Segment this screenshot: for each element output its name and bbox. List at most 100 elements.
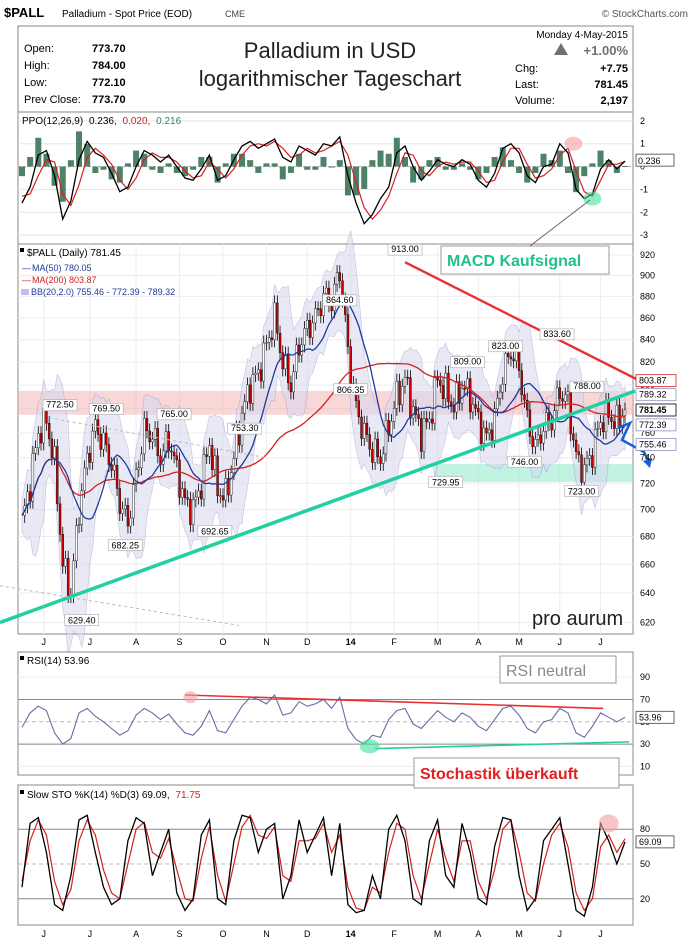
ppo-histogram-bar <box>581 166 588 177</box>
stoch-xtick-label: A <box>133 929 139 939</box>
candle-body <box>458 381 461 404</box>
low-label: Low: <box>24 77 47 89</box>
candle-body <box>420 418 423 452</box>
right-value-label: 803.87 <box>639 376 667 386</box>
stoch-tick-label: 20 <box>640 894 650 904</box>
ppo-last-box <box>635 153 675 167</box>
candle-body <box>85 453 89 469</box>
ppo-peak-highlight <box>564 136 583 151</box>
candle-body <box>91 430 94 463</box>
candle-body <box>422 418 426 452</box>
ma50-legend: —MA(50) 780.05 <box>22 263 92 273</box>
candle-body <box>534 439 537 447</box>
right-value-label: 789.32 <box>639 390 667 400</box>
candle-body <box>257 369 260 374</box>
ppo-histogram-bar <box>133 150 140 167</box>
up-arrow-icon <box>554 43 568 55</box>
candle-body <box>564 394 567 402</box>
candle-body <box>346 314 350 347</box>
ppo-histogram-bar <box>467 166 474 170</box>
stoch-annotation-box <box>413 757 620 789</box>
trough-label: 682.25 <box>111 540 139 550</box>
candle-body <box>219 495 222 497</box>
candle-body <box>308 320 312 338</box>
candle-body <box>77 524 81 526</box>
ppo-tick-label: -3 <box>640 230 648 240</box>
high-value: 784.00 <box>92 60 126 72</box>
price-tick-label: 620 <box>640 617 655 627</box>
ma200-legend: —MA(200) 803.87 <box>22 275 97 285</box>
ppo-histogram-bar <box>35 137 42 167</box>
candle-body <box>262 342 265 382</box>
candle-body <box>398 380 401 405</box>
stoch-xtick-label: M <box>434 929 442 939</box>
stoch-xtick-label: J <box>558 929 563 939</box>
candle-body <box>542 431 545 444</box>
ppo-histogram-bar <box>304 166 311 170</box>
ppo-histogram-bar <box>100 166 107 170</box>
candle-body <box>512 358 515 362</box>
right-value-box <box>635 438 677 451</box>
candle-body <box>153 428 157 440</box>
candle-body <box>498 391 502 399</box>
trough-label-box <box>564 485 599 497</box>
peak-label-box <box>227 422 263 435</box>
candle-body <box>406 376 409 379</box>
stoch-xtick-label: O <box>219 929 226 939</box>
candle-body <box>205 454 208 457</box>
stoch-xtick-label: J <box>41 929 46 939</box>
chart-header: $PALL Palladium - Spot Price (EOD) CME ©… <box>4 5 688 20</box>
candle-body <box>504 353 507 385</box>
price-xtick-label: J <box>88 637 93 647</box>
price-xtick-label: O <box>219 637 226 647</box>
projection-arrow-head <box>643 458 652 468</box>
candle-body <box>417 414 420 419</box>
peak-label-box <box>387 243 423 256</box>
candle-body <box>113 464 116 471</box>
stoch-xtick-label: J <box>598 929 603 939</box>
date: Monday 4-May-2015 <box>536 30 628 41</box>
candle-body <box>284 353 287 370</box>
price-panel: 772.50 769.50 765.00 753.30 864.60 913.00 809.… <box>0 199 677 656</box>
green-uptrend-line <box>0 389 636 625</box>
ppo-histogram-bar <box>450 166 457 170</box>
trough-label: 806.35 <box>337 385 365 395</box>
candle-body <box>314 308 317 324</box>
candle-body <box>572 433 575 441</box>
peak-label-box <box>539 328 575 341</box>
candle-body <box>292 371 295 393</box>
stoch-xtick-label: F <box>391 929 397 939</box>
price-tick-label: 820 <box>640 357 655 367</box>
ppo-histogram-bar <box>491 156 498 167</box>
peak-label: 864.60 <box>326 295 354 305</box>
price-tick-label: 900 <box>640 271 655 281</box>
candle-body <box>349 346 352 384</box>
candle-body <box>487 429 491 434</box>
stoch-xtick-label: A <box>475 929 481 939</box>
candle-body <box>213 455 217 470</box>
ppo-histogram-bar <box>361 166 368 189</box>
ppo-histogram-bar <box>516 166 523 173</box>
candle-body <box>265 342 268 344</box>
price-xtick-label: A <box>133 637 139 647</box>
candle-body <box>574 439 578 452</box>
ppo-line <box>21 135 626 225</box>
ppo-histogram-bar <box>369 160 376 167</box>
candle-body <box>430 418 434 424</box>
ppo-histogram-bar <box>312 166 319 170</box>
candle-body <box>194 496 198 501</box>
price-xtick-label: M <box>434 637 442 647</box>
stoch-xtick-label: N <box>263 929 270 939</box>
candle-body <box>132 484 135 519</box>
ppo-histogram-bar <box>320 156 327 167</box>
stoch-xtick-label: M <box>515 929 523 939</box>
candle-body <box>47 423 51 440</box>
ppo-histogram-bar <box>263 163 270 167</box>
candle-body <box>289 382 293 393</box>
ppo-histogram-bar <box>190 166 197 170</box>
candle-body <box>577 451 581 456</box>
ppo-histogram-bar <box>377 150 384 167</box>
ppo-histogram-bar <box>124 163 131 167</box>
candle-body <box>102 432 105 450</box>
rsi-peak-highlight <box>183 691 198 704</box>
